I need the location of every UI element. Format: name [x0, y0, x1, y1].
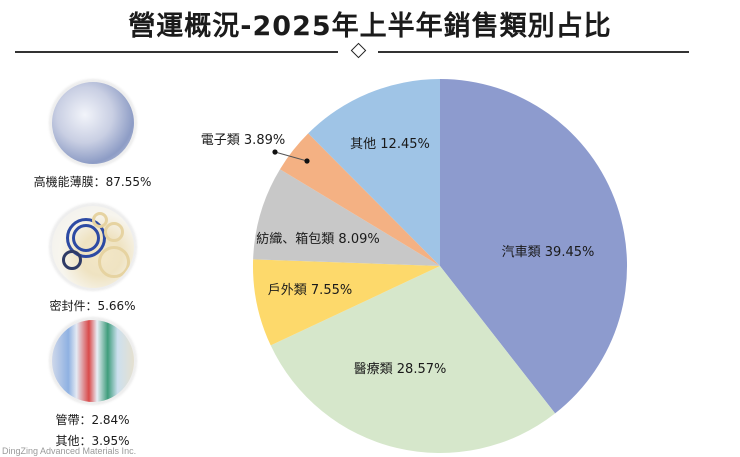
- product-seal-label: 密封件：5.66%: [49, 299, 136, 313]
- product-tube: 管帶：2.84% 其他：3.95%: [0, 318, 185, 449]
- leader-dot-start: [272, 149, 278, 155]
- title-divider-left: [15, 51, 338, 53]
- slice-other: [308, 79, 440, 266]
- label-medical: 醫療類 28.57%: [354, 362, 447, 377]
- product-other-label: 其他：3.95%: [55, 434, 130, 448]
- label-electronics: 電子類 3.89%: [201, 133, 285, 148]
- product-film: 高機能薄膜：87.55%: [0, 80, 185, 190]
- label-textile-bags: 紡織、箱包類 8.09%: [256, 231, 379, 247]
- thin-film-photo-icon: [49, 80, 136, 166]
- page-title: 營運概況-2025年上半年銷售類別占比: [128, 11, 612, 42]
- leader-line: [274, 151, 308, 162]
- slice-textile-bags: [253, 169, 440, 266]
- tubes-photo-icon: [49, 318, 136, 404]
- seal-rings-photo-icon: [49, 204, 136, 290]
- label-outdoor: 戶外類 7.55%: [268, 283, 352, 298]
- title-divider-right: [378, 51, 689, 53]
- product-film-label: 高機能薄膜：87.55%: [33, 175, 152, 189]
- product-tube-label: 管帶：2.84%: [55, 413, 130, 427]
- slice-electronics: [280, 133, 440, 266]
- label-auto: 汽車類 39.45%: [502, 245, 595, 260]
- slice-medical: [270, 266, 556, 454]
- label-other: 其他 12.45%: [350, 137, 430, 152]
- product-seal: 密封件：5.66%: [0, 204, 185, 314]
- company-name: DingZing Advanced Materials Inc.: [2, 446, 137, 456]
- leader-dot-end: [304, 158, 310, 164]
- slice-auto: [440, 79, 628, 414]
- slice-outdoor: [252, 259, 440, 346]
